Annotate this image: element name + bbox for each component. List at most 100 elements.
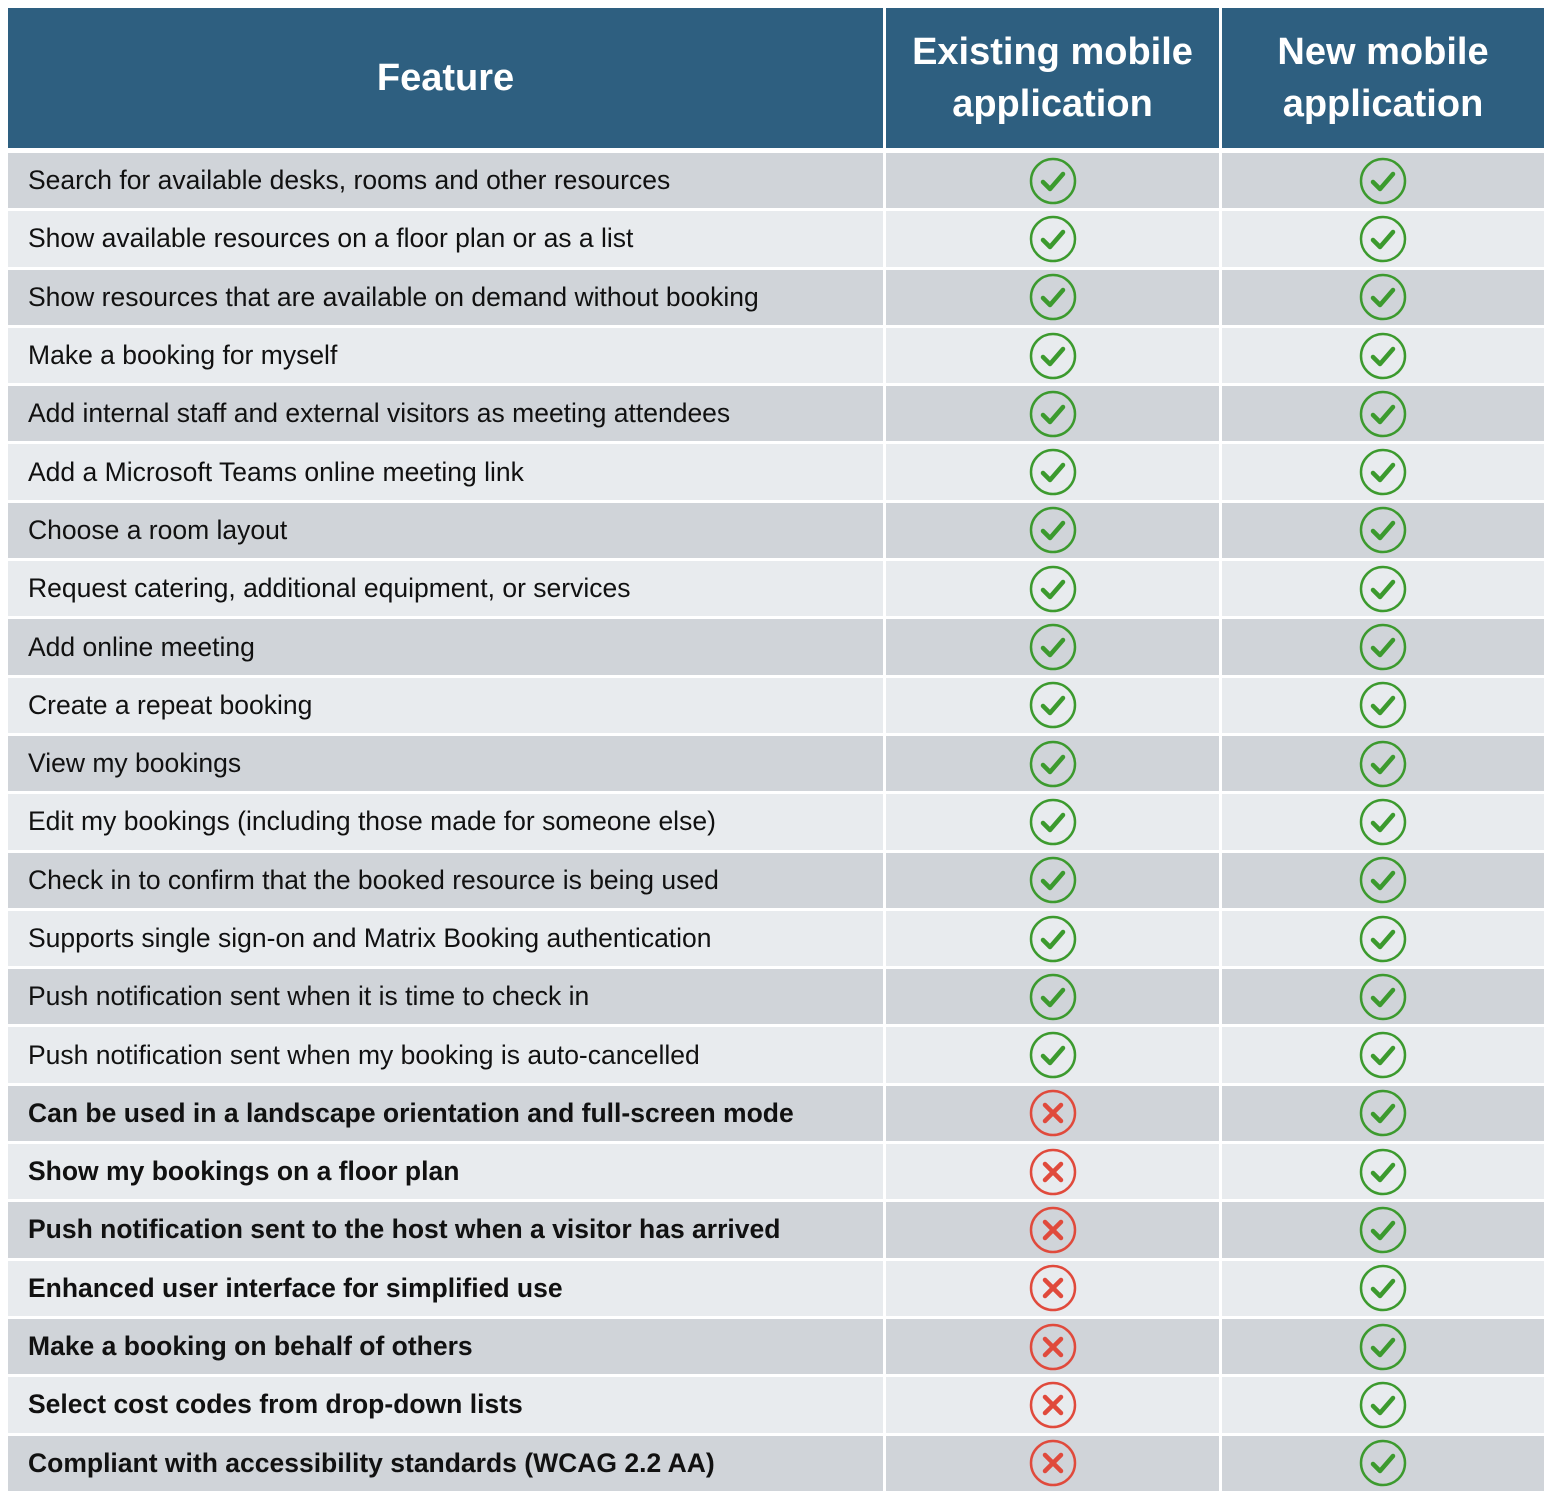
new-app-cell <box>1222 852 1544 908</box>
feature-label: Add online meeting <box>8 619 883 675</box>
table-row: Push notification sent to the host when … <box>8 1202 1544 1258</box>
column-divider <box>883 1435 886 1491</box>
check-icon <box>1029 448 1076 496</box>
new-app-cell <box>1222 1377 1544 1433</box>
feature-label: Choose a room layout <box>8 502 883 559</box>
existing-app-cell <box>886 852 1219 908</box>
existing-app-cell <box>886 561 1219 617</box>
check-icon <box>1029 507 1076 554</box>
column-divider <box>1219 1435 1222 1491</box>
feature-label: Push notification sent when it is time t… <box>8 969 883 1025</box>
table-row: Make a booking for myself <box>8 327 1544 384</box>
column-divider <box>883 1318 886 1375</box>
table-row: Supports single sign-on and Matrix Booki… <box>8 910 1544 967</box>
table-row: Choose a room layout <box>8 502 1544 559</box>
check-icon <box>1029 565 1076 612</box>
existing-app-cell <box>886 269 1219 325</box>
existing-app-cell <box>886 1085 1219 1142</box>
check-icon <box>1359 1090 1407 1137</box>
new-app-cell <box>1222 910 1544 967</box>
column-divider <box>883 910 886 967</box>
feature-label: Select cost codes from drop-down lists <box>8 1377 883 1433</box>
column-divider <box>1219 1085 1222 1142</box>
table-row: Add online meeting <box>8 619 1544 675</box>
check-icon <box>1359 390 1407 438</box>
column-divider <box>1219 444 1222 500</box>
table-row: Make a booking on behalf of others <box>8 1318 1544 1375</box>
feature-label: Enhanced user interface for simplified u… <box>8 1260 883 1316</box>
column-divider <box>883 327 886 384</box>
check-icon <box>1359 973 1407 1021</box>
column-divider <box>883 386 886 442</box>
table-row: Push notification sent when my booking i… <box>8 1027 1544 1083</box>
column-divider <box>1219 386 1222 442</box>
column-divider <box>1219 794 1222 850</box>
cross-icon <box>1029 1265 1076 1312</box>
check-icon <box>1359 332 1407 379</box>
feature-label: Add a Microsoft Teams online meeting lin… <box>8 444 883 500</box>
existing-app-cell <box>886 386 1219 442</box>
new-app-cell <box>1222 1435 1544 1491</box>
column-divider <box>1219 211 1222 267</box>
column-divider <box>1219 969 1222 1025</box>
feature-label: Make a booking for myself <box>8 327 883 384</box>
existing-app-cell <box>886 1202 1219 1258</box>
column-divider <box>883 269 886 325</box>
new-app-cell <box>1222 269 1544 325</box>
table-row: Show available resources on a floor plan… <box>8 211 1544 267</box>
feature-label: Compliant with accessibility standards (… <box>8 1435 883 1491</box>
new-app-cell <box>1222 677 1544 733</box>
check-icon <box>1359 215 1407 263</box>
check-icon <box>1029 1031 1076 1079</box>
column-divider <box>1219 327 1222 384</box>
existing-app-cell <box>886 1027 1219 1083</box>
table-row: Edit my bookings (including those made f… <box>8 794 1544 850</box>
table-row: Select cost codes from drop-down lists <box>8 1377 1544 1433</box>
check-icon <box>1029 856 1076 904</box>
header-feature: Feature <box>8 8 883 148</box>
check-icon <box>1029 973 1076 1021</box>
new-app-cell <box>1222 327 1544 384</box>
column-divider <box>1219 677 1222 733</box>
existing-app-cell <box>886 910 1219 967</box>
column-divider <box>883 502 886 559</box>
header-row: Feature Existing mobile application New … <box>8 8 1544 148</box>
column-divider <box>1219 1027 1222 1083</box>
column-divider <box>1219 561 1222 617</box>
new-app-cell <box>1222 1027 1544 1083</box>
new-app-cell <box>1222 211 1544 267</box>
new-app-cell <box>1222 794 1544 850</box>
new-app-cell <box>1222 1202 1544 1258</box>
existing-app-cell <box>886 502 1219 559</box>
existing-app-cell <box>886 1144 1219 1200</box>
table-row: Create a repeat booking <box>8 677 1544 733</box>
check-icon <box>1359 1206 1407 1254</box>
check-icon <box>1359 798 1407 846</box>
new-app-cell <box>1222 561 1544 617</box>
new-app-cell <box>1222 386 1544 442</box>
existing-app-cell <box>886 969 1219 1025</box>
column-divider <box>1219 910 1222 967</box>
column-divider <box>1219 619 1222 675</box>
cross-icon <box>1029 1206 1076 1254</box>
table-row: Show resources that are available on dem… <box>8 269 1544 325</box>
table-row: Show my bookings on a floor plan <box>8 1144 1544 1200</box>
header-existing-app: Existing mobile application <box>886 8 1219 148</box>
check-icon <box>1359 448 1407 496</box>
new-app-cell <box>1222 444 1544 500</box>
check-icon <box>1359 1031 1407 1079</box>
feature-label: Add internal staff and external visitors… <box>8 386 883 442</box>
feature-label: Show available resources on a floor plan… <box>8 211 883 267</box>
existing-app-cell <box>886 444 1219 500</box>
table-row: View my bookings <box>8 735 1544 792</box>
check-icon <box>1029 623 1076 671</box>
cross-icon <box>1029 1090 1076 1137</box>
column-divider <box>883 735 886 792</box>
table-row: Search for available desks, rooms and ot… <box>8 153 1544 209</box>
new-app-cell <box>1222 1318 1544 1375</box>
new-app-cell <box>1222 619 1544 675</box>
cross-icon <box>1029 1439 1076 1487</box>
feature-label: Edit my bookings (including those made f… <box>8 794 883 850</box>
new-app-cell <box>1222 1260 1544 1316</box>
existing-app-cell <box>886 735 1219 792</box>
